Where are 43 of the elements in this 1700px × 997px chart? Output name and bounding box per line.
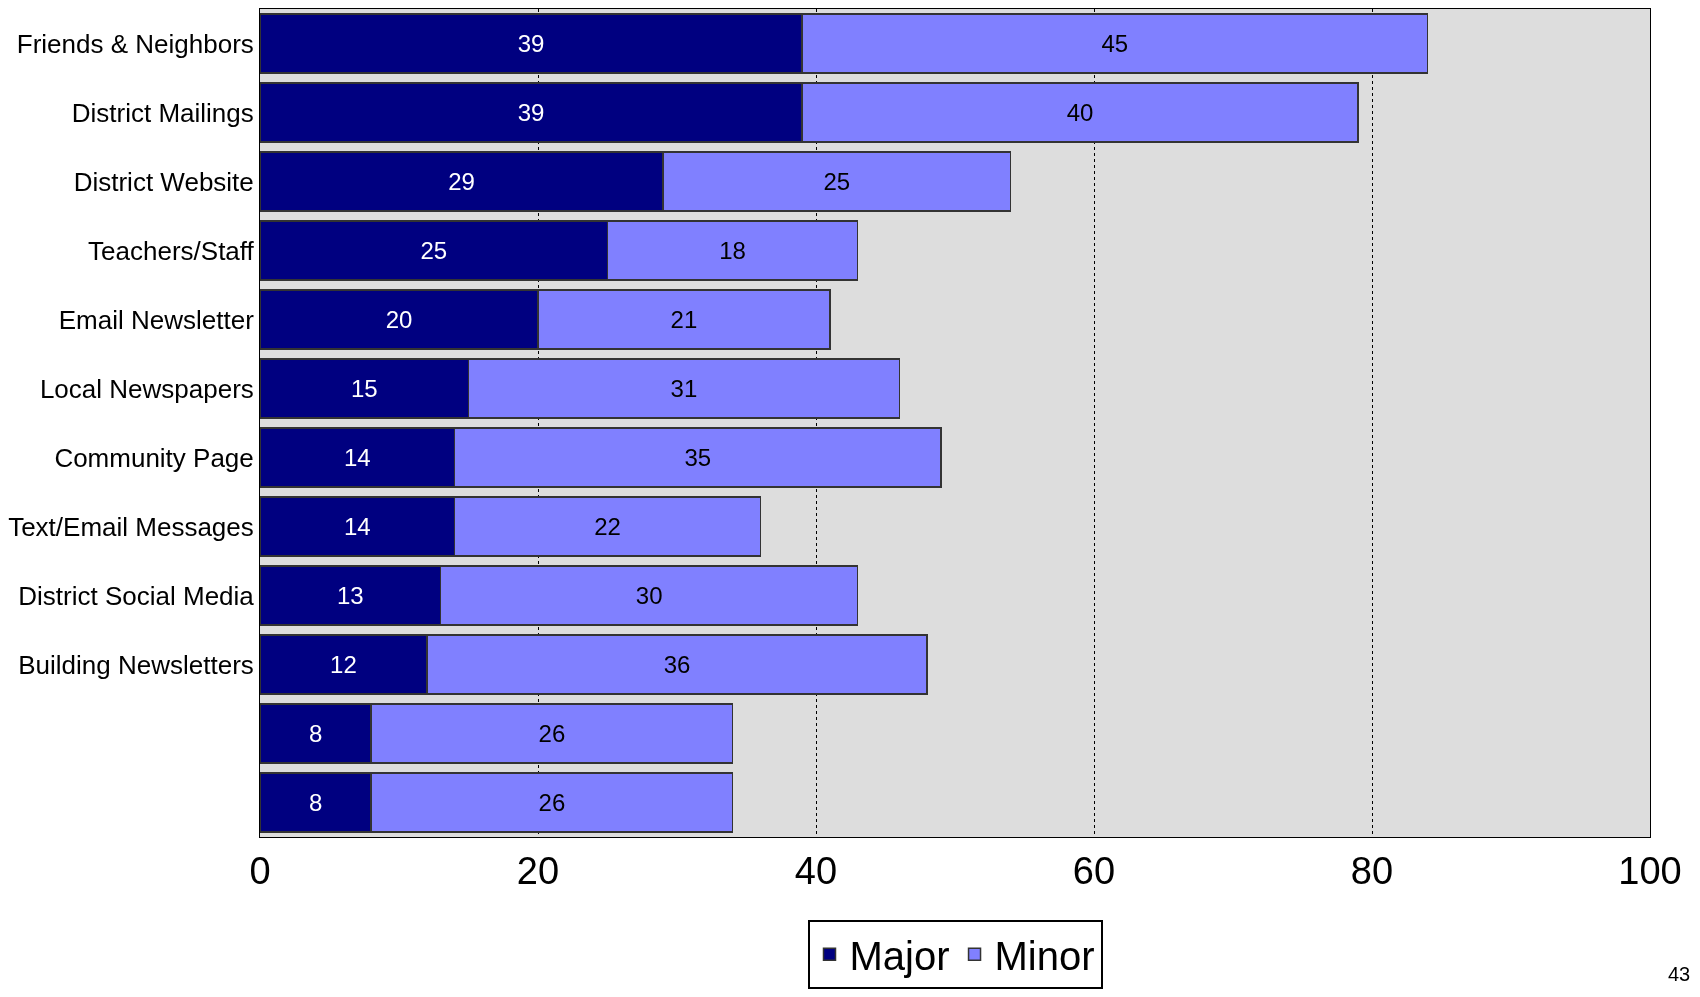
y-tick-label: District Mailings	[71, 97, 254, 128]
data-label: 26	[538, 789, 566, 817]
data-label: 29	[448, 168, 475, 196]
data-label: 25	[420, 237, 448, 265]
data-label: 18	[719, 237, 746, 265]
data-label: 13	[337, 582, 364, 610]
x-tick-label: 0	[249, 849, 271, 892]
data-label: 22	[594, 513, 621, 540]
data-label: 15	[350, 375, 378, 403]
y-tick-label: Friends & Neighbors	[16, 28, 254, 59]
data-label: 14	[343, 444, 371, 472]
data-label: 39	[517, 30, 545, 58]
data-label: 14	[343, 513, 371, 540]
x-tick-label: 80	[1350, 849, 1394, 892]
y-tick-label: Community Page	[54, 442, 254, 473]
legend-label: Major	[849, 933, 950, 978]
data-label: 8	[308, 720, 323, 748]
data-label: 36	[663, 651, 691, 678]
y-tick-label: District Social Media	[18, 580, 255, 611]
legend-label: Minor	[994, 933, 1095, 978]
data-label: 8	[308, 789, 323, 817]
data-label: 12	[330, 651, 357, 678]
data-label: 20	[385, 306, 413, 334]
x-tick-label: 40	[794, 849, 838, 892]
data-label: 31	[670, 375, 698, 403]
x-tick-label: 20	[516, 849, 560, 892]
data-label: 35	[684, 444, 712, 472]
y-tick-label: Text/Email Messages	[8, 511, 254, 542]
y-tick-label: Local Newspapers	[39, 373, 254, 404]
y-tick-label: District Website	[73, 166, 254, 197]
x-tick-label: 60	[1072, 849, 1116, 892]
data-label: 40	[1066, 99, 1094, 126]
y-tick-label: Email Newsletter	[58, 304, 255, 335]
y-tick-label: Building Newsletters	[18, 649, 254, 680]
data-label: 26	[538, 720, 566, 748]
data-label: 30	[635, 582, 663, 610]
x-tick-label: 100	[1618, 849, 1682, 892]
text: 43	[1668, 963, 1691, 985]
data-label: 25	[823, 168, 851, 196]
data-label: 45	[1101, 30, 1129, 58]
data-label: 39	[517, 99, 545, 126]
data-label: 21	[670, 306, 698, 334]
y-tick-label: Teachers/Staff	[88, 235, 255, 266]
